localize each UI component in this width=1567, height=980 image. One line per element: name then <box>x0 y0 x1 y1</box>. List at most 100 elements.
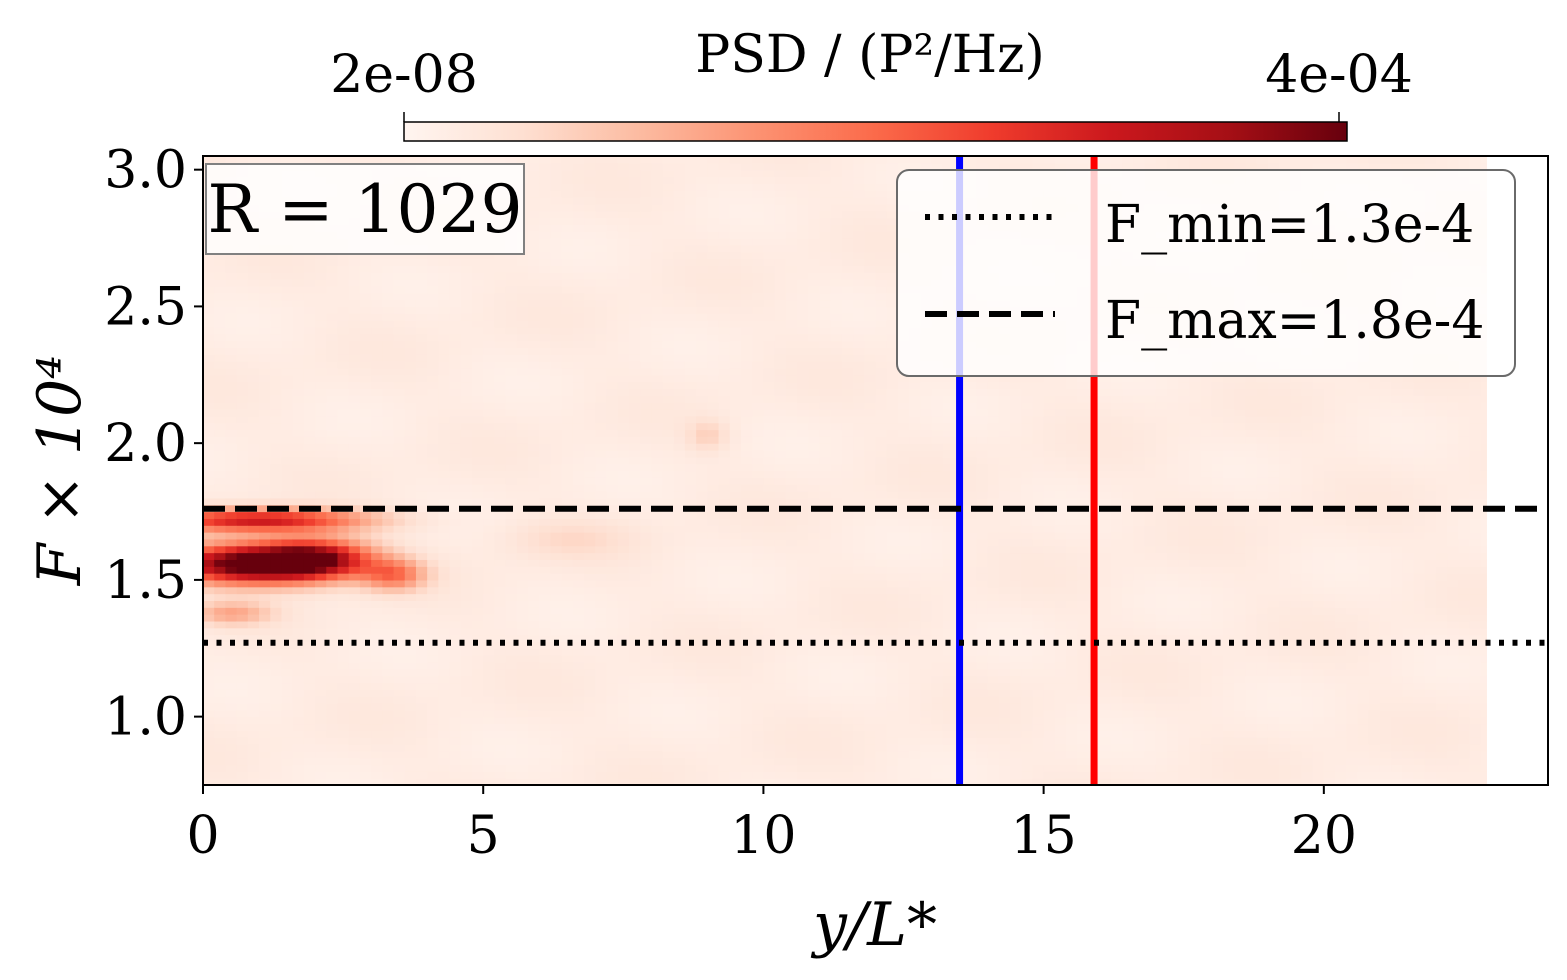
heatmap-cell <box>607 450 619 457</box>
heatmap-cell <box>214 484 226 491</box>
heatmap-cell <box>797 662 809 669</box>
heatmap-cell <box>595 655 607 662</box>
heatmap-cell <box>394 614 406 621</box>
heatmap-cell <box>304 416 316 423</box>
heatmap-cell <box>326 491 338 498</box>
heatmap-cell <box>506 409 518 416</box>
heatmap-cell <box>685 211 697 218</box>
heatmap-cell <box>651 689 663 696</box>
heatmap-cell <box>528 341 540 348</box>
heatmap-cell <box>618 730 630 737</box>
heatmap-cell <box>584 771 596 778</box>
heatmap-cell <box>315 375 327 382</box>
heatmap-cell <box>539 621 551 628</box>
heatmap-cell <box>315 327 327 334</box>
heatmap-cell <box>506 580 518 587</box>
heatmap-cell <box>494 327 506 334</box>
heatmap-cell <box>607 313 619 320</box>
heatmap-cell <box>674 341 686 348</box>
heatmap-cell <box>494 259 506 266</box>
heatmap-cell <box>293 717 305 724</box>
heatmap-cell <box>326 409 338 416</box>
heatmap-cell <box>696 177 708 184</box>
heatmap-cell <box>707 751 719 758</box>
heatmap-cell <box>225 416 237 423</box>
heatmap-cell <box>461 347 473 354</box>
heatmap-cell <box>550 409 562 416</box>
heatmap-cell <box>494 607 506 614</box>
heatmap-cell <box>304 559 316 566</box>
heatmap-cell <box>237 703 249 710</box>
heatmap-cell <box>394 730 406 737</box>
heatmap-cell <box>461 703 473 710</box>
heatmap-cell <box>237 388 249 395</box>
heatmap-cell <box>618 484 630 491</box>
heatmap-cell <box>562 573 574 580</box>
heatmap-cell <box>786 416 798 423</box>
heatmap-cell <box>360 416 372 423</box>
heatmap-cell <box>719 238 731 245</box>
heatmap-cell <box>517 689 529 696</box>
heatmap-cell <box>797 628 809 635</box>
heatmap-cell <box>629 265 641 272</box>
heatmap-cell <box>281 539 293 546</box>
heatmap-cell <box>730 382 742 389</box>
heatmap-cell <box>427 600 439 607</box>
heatmap-cell <box>752 313 764 320</box>
heatmap-cell <box>763 300 775 307</box>
heatmap-cell <box>382 464 394 471</box>
heatmap-cell <box>483 300 495 307</box>
heatmap-cell <box>528 764 540 771</box>
heatmap-cell <box>304 710 316 717</box>
heatmap-cell <box>506 566 518 573</box>
heatmap-cell <box>752 662 764 669</box>
heatmap-cell <box>663 409 675 416</box>
heatmap-cell <box>528 354 540 361</box>
heatmap-cell <box>259 443 271 450</box>
heatmap-cell <box>775 484 787 491</box>
heatmap-cell <box>281 518 293 525</box>
heatmap-cell <box>528 498 540 505</box>
heatmap-cell <box>427 402 439 409</box>
heatmap-cell <box>562 416 574 423</box>
heatmap-cell <box>326 457 338 464</box>
heatmap-cell <box>438 607 450 614</box>
heatmap-cell <box>416 648 428 655</box>
heatmap-cell <box>528 771 540 778</box>
heatmap-cell <box>763 327 775 334</box>
heatmap-cell <box>674 621 686 628</box>
heatmap-cell <box>618 600 630 607</box>
heatmap-cell <box>248 525 260 532</box>
heatmap-cell <box>786 477 798 484</box>
heatmap-cell <box>315 306 327 313</box>
heatmap-cell <box>685 300 697 307</box>
heatmap-cell <box>741 566 753 573</box>
heatmap-cell <box>651 286 663 293</box>
heatmap-cell <box>528 423 540 430</box>
heatmap-cell <box>550 764 562 771</box>
heatmap-cell <box>416 518 428 525</box>
heatmap-cell <box>685 512 697 519</box>
heatmap-cell <box>685 553 697 560</box>
heatmap-cell <box>506 696 518 703</box>
heatmap-cell <box>786 525 798 532</box>
heatmap-cell <box>584 587 596 594</box>
heatmap-cell <box>696 655 708 662</box>
heatmap-cell <box>607 204 619 211</box>
heatmap-cell <box>528 744 540 751</box>
heatmap-cell <box>338 512 350 519</box>
heatmap-cell <box>674 696 686 703</box>
heatmap-cell <box>517 498 529 505</box>
heatmap-cell <box>450 621 462 628</box>
heatmap-cell <box>663 368 675 375</box>
heatmap-cell <box>438 293 450 300</box>
heatmap-cell <box>730 231 742 238</box>
heatmap-cell <box>595 238 607 245</box>
heatmap-cell <box>663 177 675 184</box>
heatmap-cell <box>326 751 338 758</box>
heatmap-cell <box>382 457 394 464</box>
heatmap-cell <box>326 300 338 307</box>
heatmap-cell <box>775 347 787 354</box>
heatmap-cell <box>259 477 271 484</box>
heatmap-cell <box>461 313 473 320</box>
